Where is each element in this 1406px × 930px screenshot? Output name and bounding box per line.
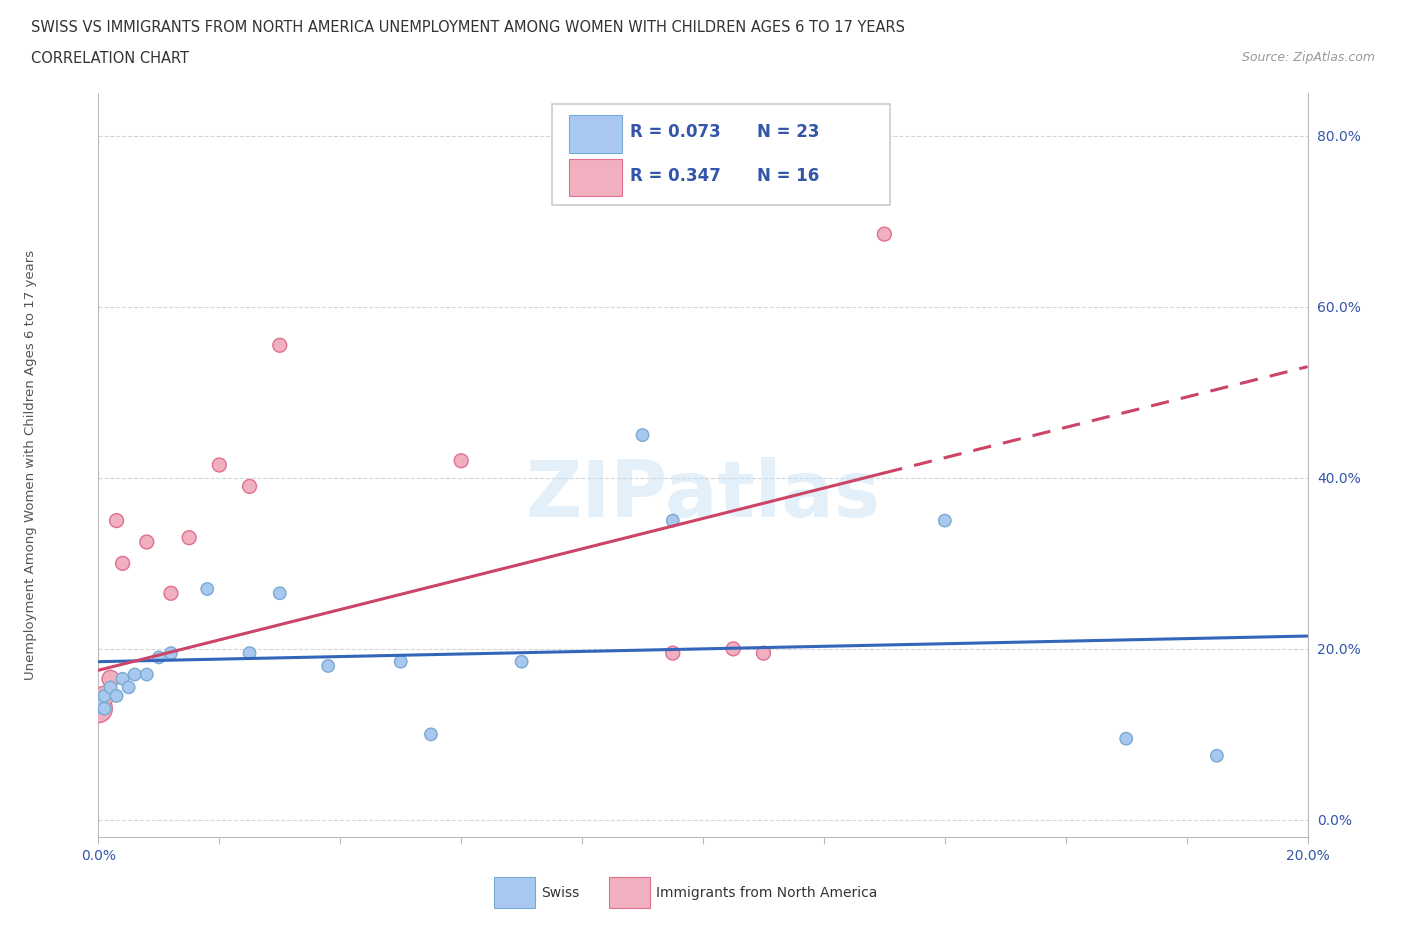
Point <box>135 535 157 550</box>
Text: Swiss: Swiss <box>541 885 579 900</box>
Point <box>752 645 775 660</box>
Point <box>160 586 183 601</box>
Text: R = 0.347: R = 0.347 <box>630 167 721 185</box>
Point <box>100 671 122 686</box>
Point <box>419 727 441 742</box>
FancyBboxPatch shape <box>609 877 650 909</box>
Text: N = 23: N = 23 <box>758 124 820 141</box>
Point <box>177 530 201 545</box>
Point <box>631 428 654 443</box>
Point <box>105 513 128 528</box>
Point <box>87 701 110 716</box>
FancyBboxPatch shape <box>569 159 621 196</box>
Point <box>269 586 291 601</box>
Point <box>93 688 115 703</box>
Text: Immigrants from North America: Immigrants from North America <box>655 885 877 900</box>
Point <box>111 671 134 686</box>
Point <box>661 513 683 528</box>
Point <box>1206 749 1229 764</box>
Text: N = 16: N = 16 <box>758 167 820 185</box>
Point <box>721 642 744 657</box>
Point <box>100 680 122 695</box>
Point <box>87 697 110 711</box>
Point <box>1115 731 1137 746</box>
Text: CORRELATION CHART: CORRELATION CHART <box>31 51 188 66</box>
Point <box>148 650 170 665</box>
Point <box>118 680 141 695</box>
Text: ZIPatlas: ZIPatlas <box>526 457 880 533</box>
Point <box>316 658 339 673</box>
Point <box>111 556 134 571</box>
Point <box>873 227 896 242</box>
FancyBboxPatch shape <box>494 877 534 909</box>
Point <box>269 338 291 352</box>
Text: Unemployment Among Women with Children Ages 6 to 17 years: Unemployment Among Women with Children A… <box>24 250 38 680</box>
FancyBboxPatch shape <box>551 104 890 205</box>
Point <box>195 581 218 596</box>
Point <box>208 458 231 472</box>
Text: SWISS VS IMMIGRANTS FROM NORTH AMERICA UNEMPLOYMENT AMONG WOMEN WITH CHILDREN AG: SWISS VS IMMIGRANTS FROM NORTH AMERICA U… <box>31 20 905 35</box>
FancyBboxPatch shape <box>569 115 621 153</box>
Text: Source: ZipAtlas.com: Source: ZipAtlas.com <box>1241 51 1375 64</box>
Point <box>124 667 146 682</box>
Point <box>105 688 128 703</box>
Point <box>239 645 262 660</box>
Point <box>93 701 115 716</box>
Point <box>510 654 533 669</box>
Text: R = 0.073: R = 0.073 <box>630 124 721 141</box>
Point <box>160 645 183 660</box>
Point <box>450 453 472 468</box>
Point <box>93 688 115 703</box>
Point <box>934 513 956 528</box>
Point <box>389 654 412 669</box>
Point <box>239 479 262 494</box>
Point <box>661 645 683 660</box>
Point <box>135 667 157 682</box>
